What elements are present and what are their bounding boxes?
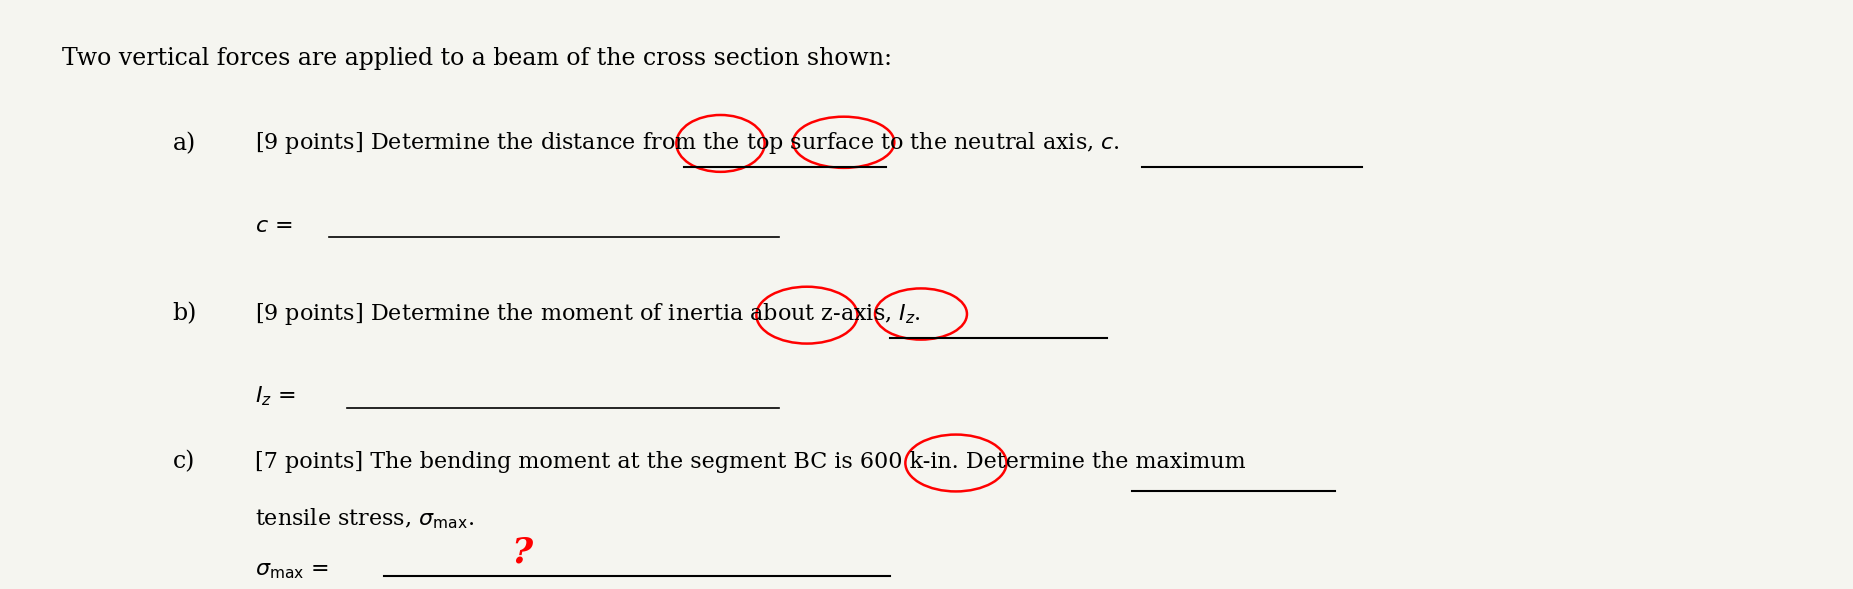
Text: $I_z$ =: $I_z$ =	[256, 385, 296, 408]
Text: a): a)	[172, 132, 196, 155]
Text: tensile stress, $\sigma_{\mathrm{max}}$.: tensile stress, $\sigma_{\mathrm{max}}$.	[256, 507, 474, 531]
Text: ?: ?	[511, 536, 532, 570]
Text: $\sigma_{\mathrm{max}}$ =: $\sigma_{\mathrm{max}}$ =	[256, 559, 330, 581]
Text: [7 points] The bending moment at the segment BC is 600 k-in. Determine the maxim: [7 points] The bending moment at the seg…	[256, 451, 1245, 473]
Text: [9 points] Determine the distance from the top surface to the neutral axis, $c$.: [9 points] Determine the distance from t…	[256, 130, 1119, 157]
Text: $c$ =: $c$ =	[256, 215, 293, 237]
Text: [9 points] Determine the moment of inertia about z-axis, $I_z$.: [9 points] Determine the moment of inert…	[256, 301, 921, 327]
Text: c): c)	[172, 451, 195, 474]
Text: b): b)	[172, 303, 196, 326]
Text: Two vertical forces are applied to a beam of the cross section shown:: Two vertical forces are applied to a bea…	[63, 47, 891, 70]
